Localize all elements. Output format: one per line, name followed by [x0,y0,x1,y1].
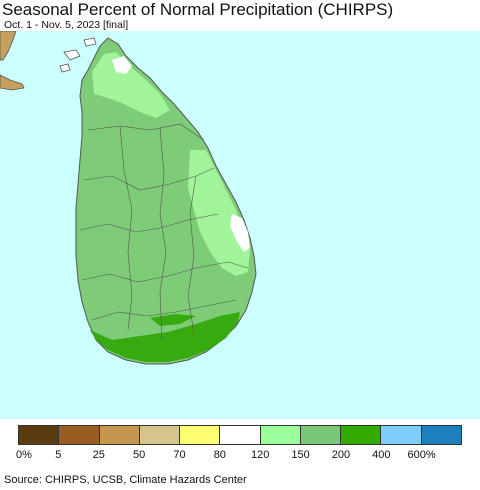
legend-color-bar [18,425,462,445]
map-title: Seasonal Percent of Normal Precipitation… [2,0,394,19]
northern-light-green-zone [92,52,170,118]
legend-swatch [99,426,140,444]
source-credit: Source: CHIRPS, UCSB, Climate Hazards Ce… [4,474,247,486]
legend-tick-label: 0% [16,449,32,461]
legend-swatch [220,426,261,444]
legend-swatch [300,426,342,444]
northern-islands [59,37,97,73]
legend-tick-label: 120 [250,449,270,461]
northern-white-patch [112,56,132,74]
eastern-light-green-zone [188,150,250,276]
legend-tick-label: 200 [331,449,351,461]
legend-tick-label: 70 [173,449,186,461]
legend-swatch [421,426,461,444]
india-coast [0,31,17,61]
legend-swatch [180,426,221,444]
legend-swatch [260,426,301,444]
legend-tick-label: 150 [291,449,310,461]
legend-swatch [19,426,60,444]
legend-tick-label: 600% [407,449,436,461]
legend-tick-label: 50 [132,449,146,461]
legend-swatch [59,426,100,444]
legend-ticks: 0% 5 25 50 70 80 120 150 200 400 600% [0,449,480,463]
sri-lanka-landmass [75,37,257,365]
legend-tick-label: 80 [213,449,226,461]
southern-dark-green-zone [90,312,240,362]
legend-tick-label: 400 [372,449,391,461]
map-subtitle: Oct. 1 - Nov. 5, 2023 [final] [4,19,129,31]
legend-swatch [341,426,382,444]
legend-tick-label: 5 [55,449,62,461]
legend-swatch [139,426,181,444]
precipitation-map [0,31,480,419]
legend-tick-label: 25 [92,449,105,461]
eastern-white-zone [230,214,250,252]
district-boundaries [79,123,249,341]
legend-swatch [381,426,422,444]
india-coast-lower [0,74,25,91]
